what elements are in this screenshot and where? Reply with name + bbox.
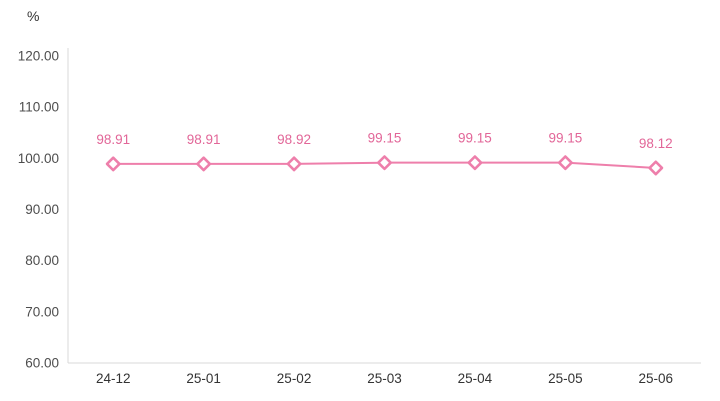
- data-point-label: 98.91: [187, 132, 221, 147]
- x-axis-label: 24-12: [96, 371, 131, 386]
- data-point-label: 98.12: [639, 136, 673, 151]
- data-point-marker: [377, 155, 392, 171]
- y-axis-tick-label: 60.00: [25, 356, 59, 371]
- x-axis-label: 25-04: [458, 371, 493, 386]
- data-point-marker: [648, 160, 664, 176]
- data-point-label: 98.92: [277, 132, 311, 147]
- data-point-label: 99.15: [458, 131, 492, 146]
- data-point-marker: [105, 156, 121, 172]
- data-point-label: 99.15: [368, 131, 402, 146]
- y-axis-tick-label: 110.00: [19, 100, 59, 115]
- data-point-marker: [286, 156, 302, 172]
- data-point-marker: [196, 156, 212, 172]
- y-axis-tick-label: 90.00: [25, 202, 59, 217]
- y-axis-tick-label: 100.00: [18, 151, 59, 166]
- data-point-marker: [557, 155, 573, 171]
- x-axis-label: 25-03: [367, 371, 402, 386]
- data-point-marker: [467, 155, 483, 171]
- y-axis-tick-label: 70.00: [25, 304, 59, 319]
- x-axis-label: 25-01: [186, 371, 221, 386]
- y-axis-tick-label: 120.00: [18, 49, 59, 64]
- y-axis-unit-label: %: [27, 8, 40, 24]
- x-axis-label: 25-05: [548, 371, 583, 386]
- y-axis-tick-label: 80.00: [25, 253, 59, 268]
- data-point-label: 99.15: [548, 131, 582, 146]
- data-point-label: 98.91: [96, 132, 130, 147]
- x-axis-label: 25-02: [277, 371, 312, 386]
- x-axis-label: 25-06: [639, 371, 674, 386]
